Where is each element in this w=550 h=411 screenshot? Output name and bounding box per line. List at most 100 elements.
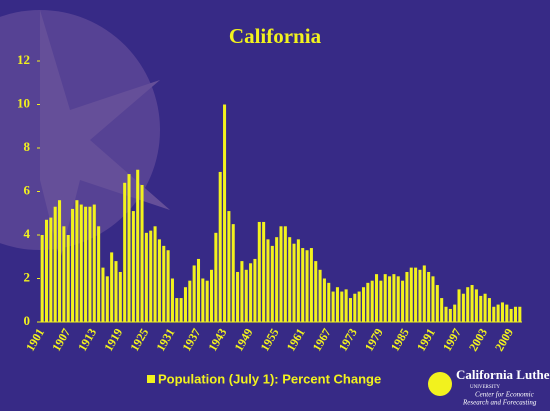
x-tick-label: 1943 bbox=[205, 326, 229, 354]
bar bbox=[435, 285, 439, 322]
bar bbox=[58, 200, 62, 322]
logo-line: Research and Forecasting bbox=[462, 399, 537, 407]
bar bbox=[270, 245, 274, 322]
bar bbox=[296, 239, 300, 322]
bar bbox=[427, 271, 431, 322]
bar bbox=[414, 267, 418, 322]
bar bbox=[88, 206, 92, 322]
y-tick-label: 6 bbox=[24, 182, 31, 197]
bar bbox=[361, 287, 366, 322]
bar bbox=[183, 287, 187, 322]
bar bbox=[157, 239, 161, 322]
x-tick-label: 1913 bbox=[75, 326, 99, 354]
bar bbox=[101, 267, 105, 322]
x-tick-label: 1997 bbox=[440, 326, 464, 354]
x-tick-label: 1919 bbox=[101, 326, 125, 354]
x-tick-label: 1985 bbox=[388, 326, 412, 354]
bar bbox=[175, 298, 179, 322]
y-tick-label: 0 bbox=[24, 313, 31, 328]
bar bbox=[40, 235, 44, 322]
bar bbox=[218, 171, 222, 322]
bar bbox=[440, 298, 444, 322]
bar bbox=[71, 208, 75, 322]
bar bbox=[305, 250, 309, 322]
y-tick-label: 2 bbox=[24, 269, 31, 284]
bar bbox=[275, 237, 279, 322]
x-tick-label: 1967 bbox=[310, 326, 334, 354]
bar bbox=[262, 221, 266, 322]
logo-mark bbox=[428, 372, 452, 396]
bar bbox=[123, 182, 127, 322]
bar bbox=[492, 306, 496, 322]
bar bbox=[283, 226, 287, 322]
bar bbox=[49, 217, 53, 322]
bar bbox=[140, 184, 144, 322]
bar bbox=[509, 308, 513, 322]
bar bbox=[409, 267, 413, 322]
legend-swatch bbox=[147, 375, 155, 383]
x-tick-label: 1937 bbox=[179, 326, 203, 354]
bar bbox=[448, 308, 452, 322]
bar bbox=[505, 304, 509, 322]
bar bbox=[335, 287, 339, 322]
bar bbox=[62, 226, 66, 322]
bar bbox=[292, 243, 296, 322]
bar bbox=[118, 271, 122, 322]
bar bbox=[188, 280, 192, 322]
bar bbox=[453, 304, 457, 322]
bar bbox=[162, 245, 166, 322]
bar bbox=[114, 261, 118, 322]
bar bbox=[513, 306, 518, 322]
bar bbox=[244, 269, 248, 322]
bar bbox=[279, 226, 283, 322]
bar bbox=[314, 261, 318, 322]
bar bbox=[205, 280, 209, 322]
bar bbox=[379, 280, 383, 322]
x-tick-label: 1925 bbox=[127, 326, 151, 354]
x-tick-label: 2009 bbox=[492, 326, 516, 354]
bar bbox=[153, 226, 157, 322]
bar bbox=[288, 237, 292, 322]
bar bbox=[396, 276, 400, 322]
bar bbox=[196, 258, 201, 322]
bar bbox=[318, 269, 322, 322]
bar bbox=[257, 221, 261, 322]
x-tick-label: 2003 bbox=[466, 326, 490, 354]
x-tick-label: 1955 bbox=[258, 326, 282, 354]
x-tick-label: 1979 bbox=[362, 326, 386, 354]
bar bbox=[53, 206, 57, 322]
chart-title: California bbox=[229, 24, 322, 48]
bar bbox=[79, 204, 83, 322]
bar bbox=[170, 278, 174, 322]
bar bbox=[97, 226, 101, 322]
bar bbox=[370, 280, 374, 322]
bar bbox=[253, 258, 257, 322]
bar bbox=[149, 230, 153, 322]
bar bbox=[266, 239, 270, 322]
bar bbox=[179, 298, 183, 322]
bar bbox=[192, 265, 196, 322]
bar bbox=[201, 278, 205, 322]
bar bbox=[418, 269, 422, 322]
bar bbox=[340, 291, 344, 322]
bar bbox=[309, 248, 313, 322]
bar bbox=[401, 280, 405, 322]
bar bbox=[236, 271, 240, 322]
bar bbox=[375, 274, 379, 322]
bar bbox=[366, 282, 370, 322]
x-tick-label: 1907 bbox=[49, 326, 73, 354]
bar bbox=[422, 265, 426, 322]
bar bbox=[214, 232, 218, 322]
bar bbox=[92, 204, 96, 322]
bar bbox=[223, 104, 227, 322]
logo: California Lutheran UNIVERSITY Center fo… bbox=[428, 367, 550, 407]
bar bbox=[75, 200, 79, 322]
bar bbox=[301, 248, 305, 322]
bar bbox=[127, 174, 131, 322]
bar bbox=[500, 302, 504, 322]
y-tick-label: 12 bbox=[17, 52, 30, 67]
bar bbox=[496, 304, 500, 322]
bar bbox=[322, 278, 326, 322]
bar bbox=[383, 274, 387, 322]
y-tick-label: 10 bbox=[17, 95, 30, 110]
